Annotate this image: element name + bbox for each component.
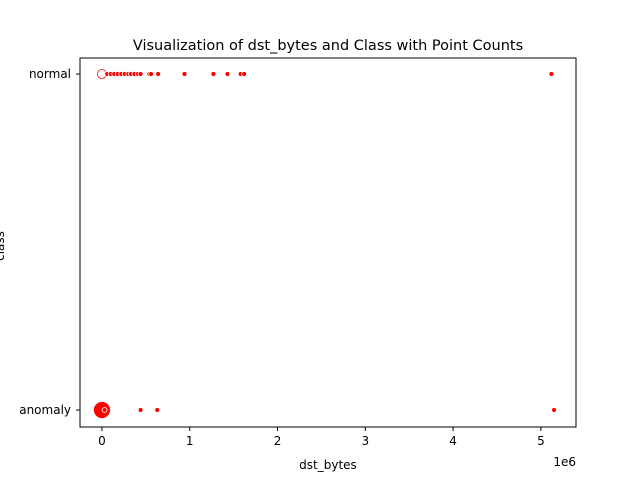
x-tick-label: 4 bbox=[449, 434, 457, 448]
y-axis: normal anomaly bbox=[19, 67, 80, 417]
x-axis-label: dst_bytes bbox=[299, 458, 357, 472]
scatter-point-normal bbox=[181, 71, 188, 77]
x-tick-label: 3 bbox=[361, 434, 369, 448]
chart-title: Visualization of dst_bytes and Class wit… bbox=[133, 38, 523, 54]
y-axis-label: class bbox=[0, 231, 7, 261]
x-tick-label: 0 bbox=[98, 434, 106, 448]
x-axis: 0 1 2 3 4 5 bbox=[98, 427, 545, 448]
scatter-point-anomaly bbox=[154, 407, 161, 413]
scatter-point-normal bbox=[210, 71, 217, 77]
scatter-point-normal bbox=[155, 71, 162, 77]
scatter-point-anomaly bbox=[137, 407, 144, 413]
scatter-point-anomaly bbox=[551, 407, 557, 413]
scatter-point-normal bbox=[224, 71, 231, 77]
y-tick-label-anomaly: anomaly bbox=[19, 403, 71, 417]
scatter-point-anomaly bbox=[101, 407, 108, 413]
scatter-point-normal bbox=[137, 71, 144, 77]
scatter-point-normal bbox=[548, 71, 555, 77]
x-tick-label: 5 bbox=[537, 434, 545, 448]
x-tick-label: 1 bbox=[186, 434, 194, 448]
scatter-point-normal bbox=[148, 71, 155, 77]
y-tick-label-normal: normal bbox=[29, 67, 71, 81]
x-tick-label: 2 bbox=[274, 434, 282, 448]
scatter-point-normal bbox=[241, 71, 248, 77]
x-axis-offset-label: 1e6 bbox=[553, 455, 576, 469]
points-layer bbox=[93, 69, 557, 419]
plot-frame bbox=[79, 57, 577, 428]
